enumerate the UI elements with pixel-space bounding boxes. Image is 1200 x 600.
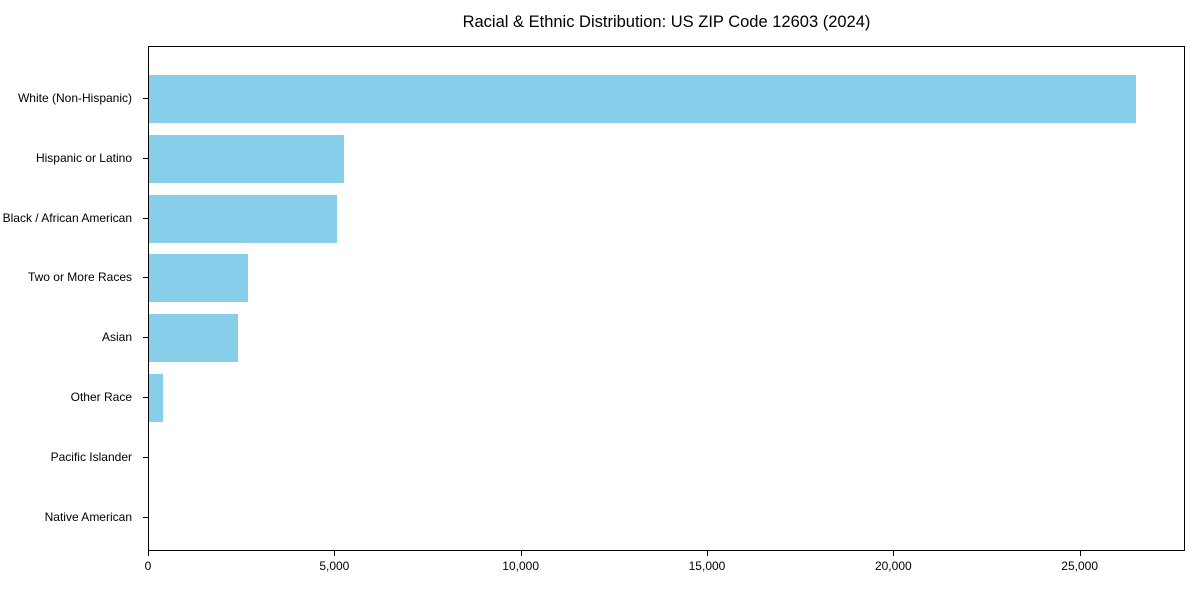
x-tick-label: 20,000 xyxy=(874,559,912,573)
x-tick-label: 0 xyxy=(144,559,152,573)
x-tick-mark xyxy=(1079,551,1081,556)
y-tick-mark xyxy=(143,157,148,159)
y-tick-mark xyxy=(143,516,148,518)
plot-area xyxy=(148,46,1185,551)
bar-black-african-american xyxy=(149,194,337,243)
y-tick-label-pacific-islander: Pacific Islander xyxy=(50,449,132,464)
x-tick-label: 10,000 xyxy=(502,559,540,573)
x-tick-mark xyxy=(520,551,522,556)
y-tick-mark xyxy=(143,97,148,99)
bar-asian xyxy=(149,314,239,363)
y-tick-mark xyxy=(143,456,148,458)
y-axis-labels: White (Non-Hispanic) Hispanic or Latino Bl… xyxy=(0,46,140,551)
x-tick-mark xyxy=(893,551,895,556)
y-tick-label-native-american: Native American xyxy=(44,509,132,524)
chart-title: Racial & Ethnic Distribution: US ZIP Cod… xyxy=(462,13,871,31)
bar-two-or-more-races xyxy=(149,254,249,303)
bar-other-race xyxy=(149,373,164,422)
x-tick-mark xyxy=(706,551,708,556)
y-tick-label-asian: Asian xyxy=(101,330,132,345)
y-tick-label-other-race: Other Race xyxy=(70,389,132,404)
x-tick-label: 25,000 xyxy=(1061,559,1098,573)
y-tick-label-black-african-american: Black / African American xyxy=(2,210,132,225)
y-tick-mark xyxy=(143,396,148,398)
x-tick-mark xyxy=(148,551,149,556)
bar-hispanic-or-latino xyxy=(149,134,345,183)
y-tick-label-two-or-more-races: Two or More Races xyxy=(27,270,132,285)
bar-white-non-hispanic xyxy=(149,74,1136,123)
y-tick-mark xyxy=(143,217,148,219)
y-tick-label-hispanic-or-latino: Hispanic or Latino xyxy=(35,150,132,165)
x-tick-label: 15,000 xyxy=(688,559,726,573)
y-tick-mark xyxy=(143,337,148,339)
x-tick-label: 5,000 xyxy=(319,559,350,573)
x-tick-mark xyxy=(334,551,336,556)
y-tick-label-white-non-hispanic: White (Non-Hispanic) xyxy=(17,90,132,105)
y-tick-mark xyxy=(143,277,148,279)
